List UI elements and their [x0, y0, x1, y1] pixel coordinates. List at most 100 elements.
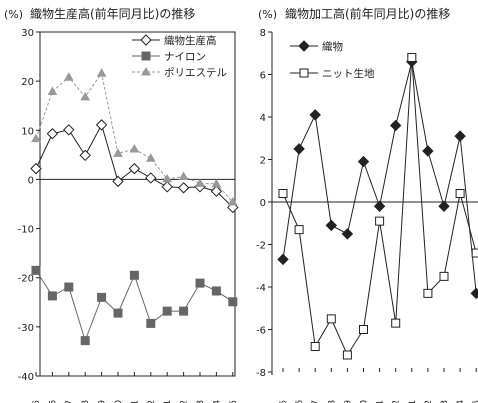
- left-unit-label: (%): [4, 8, 23, 21]
- left-legend-marker-2: [141, 66, 151, 76]
- right-x-ticks: 26/5 6 7 8 9 10 11 12 27/1 2 3 4 5: [279, 368, 478, 403]
- right-xtick-label: 12: [392, 400, 402, 403]
- left-series-1-point: [129, 270, 139, 280]
- right-xtick-label: 11: [376, 400, 386, 403]
- right-xtick-label: 2: [424, 400, 434, 403]
- left-xtick-label: 10: [114, 400, 124, 403]
- right-series-1-point: [407, 53, 417, 62]
- left-series-2-point: [80, 91, 91, 101]
- left-series-line-2: [35, 72, 234, 203]
- left-series-0-point: [145, 172, 157, 184]
- right-legend-marker-1: [299, 68, 309, 78]
- left-series-0-point: [177, 182, 190, 194]
- left-ytick-label: 20: [21, 77, 34, 88]
- right-series-1-point: [375, 216, 385, 226]
- right-series-1-point: [278, 189, 288, 198]
- left-series-group: [30, 68, 239, 346]
- right-legend-label-1: ニット生地: [322, 67, 375, 80]
- left-ytick-label: -10: [18, 225, 34, 236]
- left-xtick-label: 26/5: [32, 400, 42, 403]
- right-xtick-label: 7: [311, 400, 321, 403]
- right-series-0-point: [389, 119, 402, 132]
- left-series-2-point: [47, 86, 58, 95]
- right-series-0-point: [277, 253, 289, 266]
- right-ytick-label: 8: [260, 28, 266, 39]
- left-chart-title: 織物生産高(前年同月比)の推移: [30, 6, 195, 21]
- right-series-1-point: [423, 288, 433, 298]
- left-xtick-label: 8: [81, 400, 91, 403]
- left-series-0-point: [112, 175, 124, 188]
- right-series-1-point: [391, 318, 401, 328]
- right-series-1-point: [294, 225, 304, 235]
- left-series-1-point: [31, 265, 41, 275]
- left-ytick-label: 30: [21, 28, 34, 39]
- left-series-2-point: [211, 178, 222, 188]
- right-ytick-label: 6: [260, 71, 266, 82]
- left-ytick-label: 0: [28, 175, 34, 186]
- right-series-0-point: [438, 200, 450, 212]
- left-ytick-label: -20: [18, 274, 34, 285]
- left-xtick-label: 4: [212, 400, 222, 403]
- left-series-0-point: [46, 128, 59, 140]
- left-xtick-label: 7: [65, 400, 75, 403]
- right-xtick-label: 8: [327, 400, 337, 403]
- left-series-1-point: [97, 292, 107, 302]
- chart-left: (%) 織物生産高(前年同月比)の推移 3020100-10-20-30-40 …: [4, 6, 239, 403]
- right-xtick-label: 5: [472, 400, 478, 403]
- right-series-1-point: [342, 350, 352, 360]
- left-series-1-point: [211, 286, 221, 296]
- left-series-0-point: [95, 119, 108, 131]
- right-ytick-label: 2: [260, 156, 266, 167]
- right-series-0-point: [454, 130, 466, 142]
- left-series-2-point: [145, 153, 156, 162]
- left-series-2-point: [96, 68, 107, 77]
- left-series-1-point: [228, 297, 238, 307]
- left-series-1-point: [64, 282, 74, 292]
- left-ytick-label: -30: [18, 323, 34, 334]
- right-series-0-point: [309, 109, 321, 121]
- right-series-0-point: [470, 287, 478, 300]
- right-xtick-label: 27/1: [408, 400, 418, 403]
- right-xtick-label: 9: [343, 400, 353, 403]
- left-legend-label-1: ナイロン: [164, 51, 206, 63]
- left-series-2-point: [113, 148, 123, 157]
- right-series-0-point: [422, 145, 434, 157]
- right-series-0-point: [293, 143, 305, 155]
- right-series-0-point: [341, 228, 354, 240]
- right-legend-label-0: 織物: [322, 40, 343, 53]
- left-y-ticks: 30 20 10 0 -10 -20 -30 -40: [18, 28, 40, 383]
- right-ytick-label: 4: [260, 113, 266, 124]
- left-xtick-label: 27/1: [163, 400, 173, 403]
- left-legend-marker-0: [140, 34, 152, 46]
- left-legend-label-2: ポリエステル: [164, 67, 227, 79]
- right-series-1-point: [359, 325, 368, 334]
- left-legend-marker-1: [141, 51, 151, 61]
- right-series-1-point: [471, 248, 478, 258]
- left-series-1-point: [179, 306, 189, 316]
- left-series-1-point: [146, 318, 156, 328]
- left-series-1-point: [162, 306, 172, 316]
- right-series-0-point: [357, 155, 370, 168]
- left-ytick-label: -40: [18, 372, 34, 383]
- left-series-2-point: [162, 173, 173, 183]
- chart-right: (%) 織物加工高(前年同月比)の推移 8 6 4 2 0 -2 -4 -6 -8 26/5 6 7…: [256, 6, 478, 403]
- right-series-group: [277, 53, 478, 360]
- left-legend-label-0: 織物生産高: [164, 34, 217, 47]
- left-series-2-point: [31, 133, 41, 143]
- right-xtick-label: 10: [360, 400, 370, 403]
- right-ytick-label: -8: [256, 368, 266, 379]
- right-legend-marker-0: [298, 40, 310, 52]
- right-y-ticks: 8 6 4 2 0 -2 -4 -6 -8: [256, 28, 272, 379]
- right-xtick-label: 6: [295, 400, 305, 403]
- right-ytick-label: -6: [256, 326, 266, 337]
- left-series-2-point: [178, 171, 189, 180]
- right-series-1-point: [310, 342, 320, 351]
- right-ytick-label: 0: [260, 198, 266, 209]
- right-ytick-label: -4: [256, 283, 266, 294]
- left-series-0-point: [30, 162, 42, 175]
- left-plot-frame: [39, 31, 236, 377]
- right-chart-title: 織物加工高(前年同月比)の推移: [285, 6, 450, 21]
- left-series-0-point: [63, 124, 75, 136]
- right-xtick-label: 26/5: [279, 400, 289, 403]
